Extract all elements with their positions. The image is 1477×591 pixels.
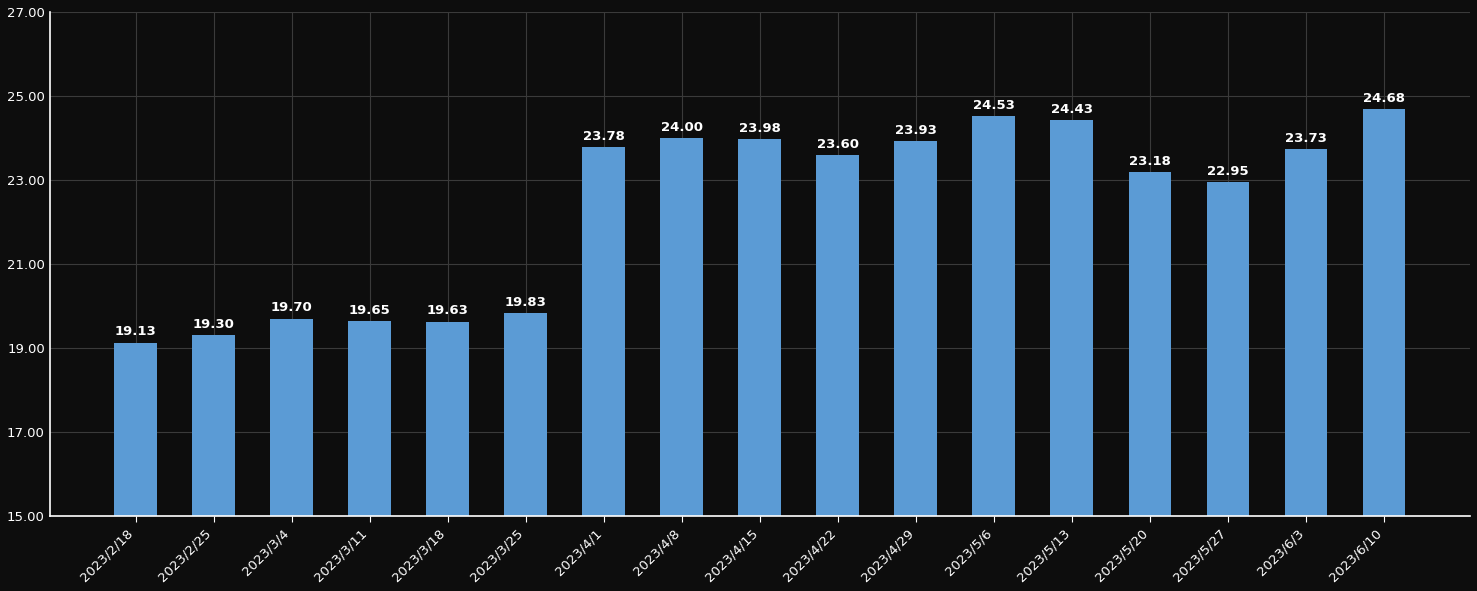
Bar — [582, 147, 625, 516]
Bar — [817, 155, 860, 516]
Bar — [660, 138, 703, 516]
Bar — [114, 343, 157, 516]
Text: 23.60: 23.60 — [817, 138, 860, 151]
Text: 19.30: 19.30 — [193, 318, 235, 331]
Bar — [1285, 150, 1328, 516]
Bar — [738, 139, 781, 516]
Bar — [349, 321, 391, 516]
Bar — [1363, 109, 1406, 516]
Bar — [192, 336, 235, 516]
Text: 23.73: 23.73 — [1285, 132, 1326, 145]
Bar — [895, 141, 938, 516]
Text: 24.68: 24.68 — [1363, 92, 1405, 105]
Text: 19.63: 19.63 — [427, 304, 468, 317]
Text: 19.83: 19.83 — [505, 296, 546, 309]
Bar — [504, 313, 548, 516]
Bar — [972, 116, 1015, 516]
Text: 23.93: 23.93 — [895, 124, 936, 137]
Text: 19.13: 19.13 — [115, 326, 157, 339]
Text: 24.43: 24.43 — [1052, 103, 1093, 116]
Bar — [427, 322, 470, 516]
Text: 23.78: 23.78 — [583, 130, 625, 143]
Text: 24.00: 24.00 — [660, 121, 703, 134]
Text: 24.53: 24.53 — [973, 99, 1015, 112]
Text: 22.95: 22.95 — [1207, 165, 1250, 178]
Text: 23.18: 23.18 — [1128, 155, 1171, 168]
Text: 19.65: 19.65 — [349, 304, 390, 317]
Text: 23.98: 23.98 — [738, 122, 781, 135]
Text: 19.70: 19.70 — [270, 301, 313, 314]
Bar — [270, 319, 313, 516]
Bar — [1050, 120, 1093, 516]
Bar — [1128, 173, 1171, 516]
Bar — [1207, 182, 1250, 516]
